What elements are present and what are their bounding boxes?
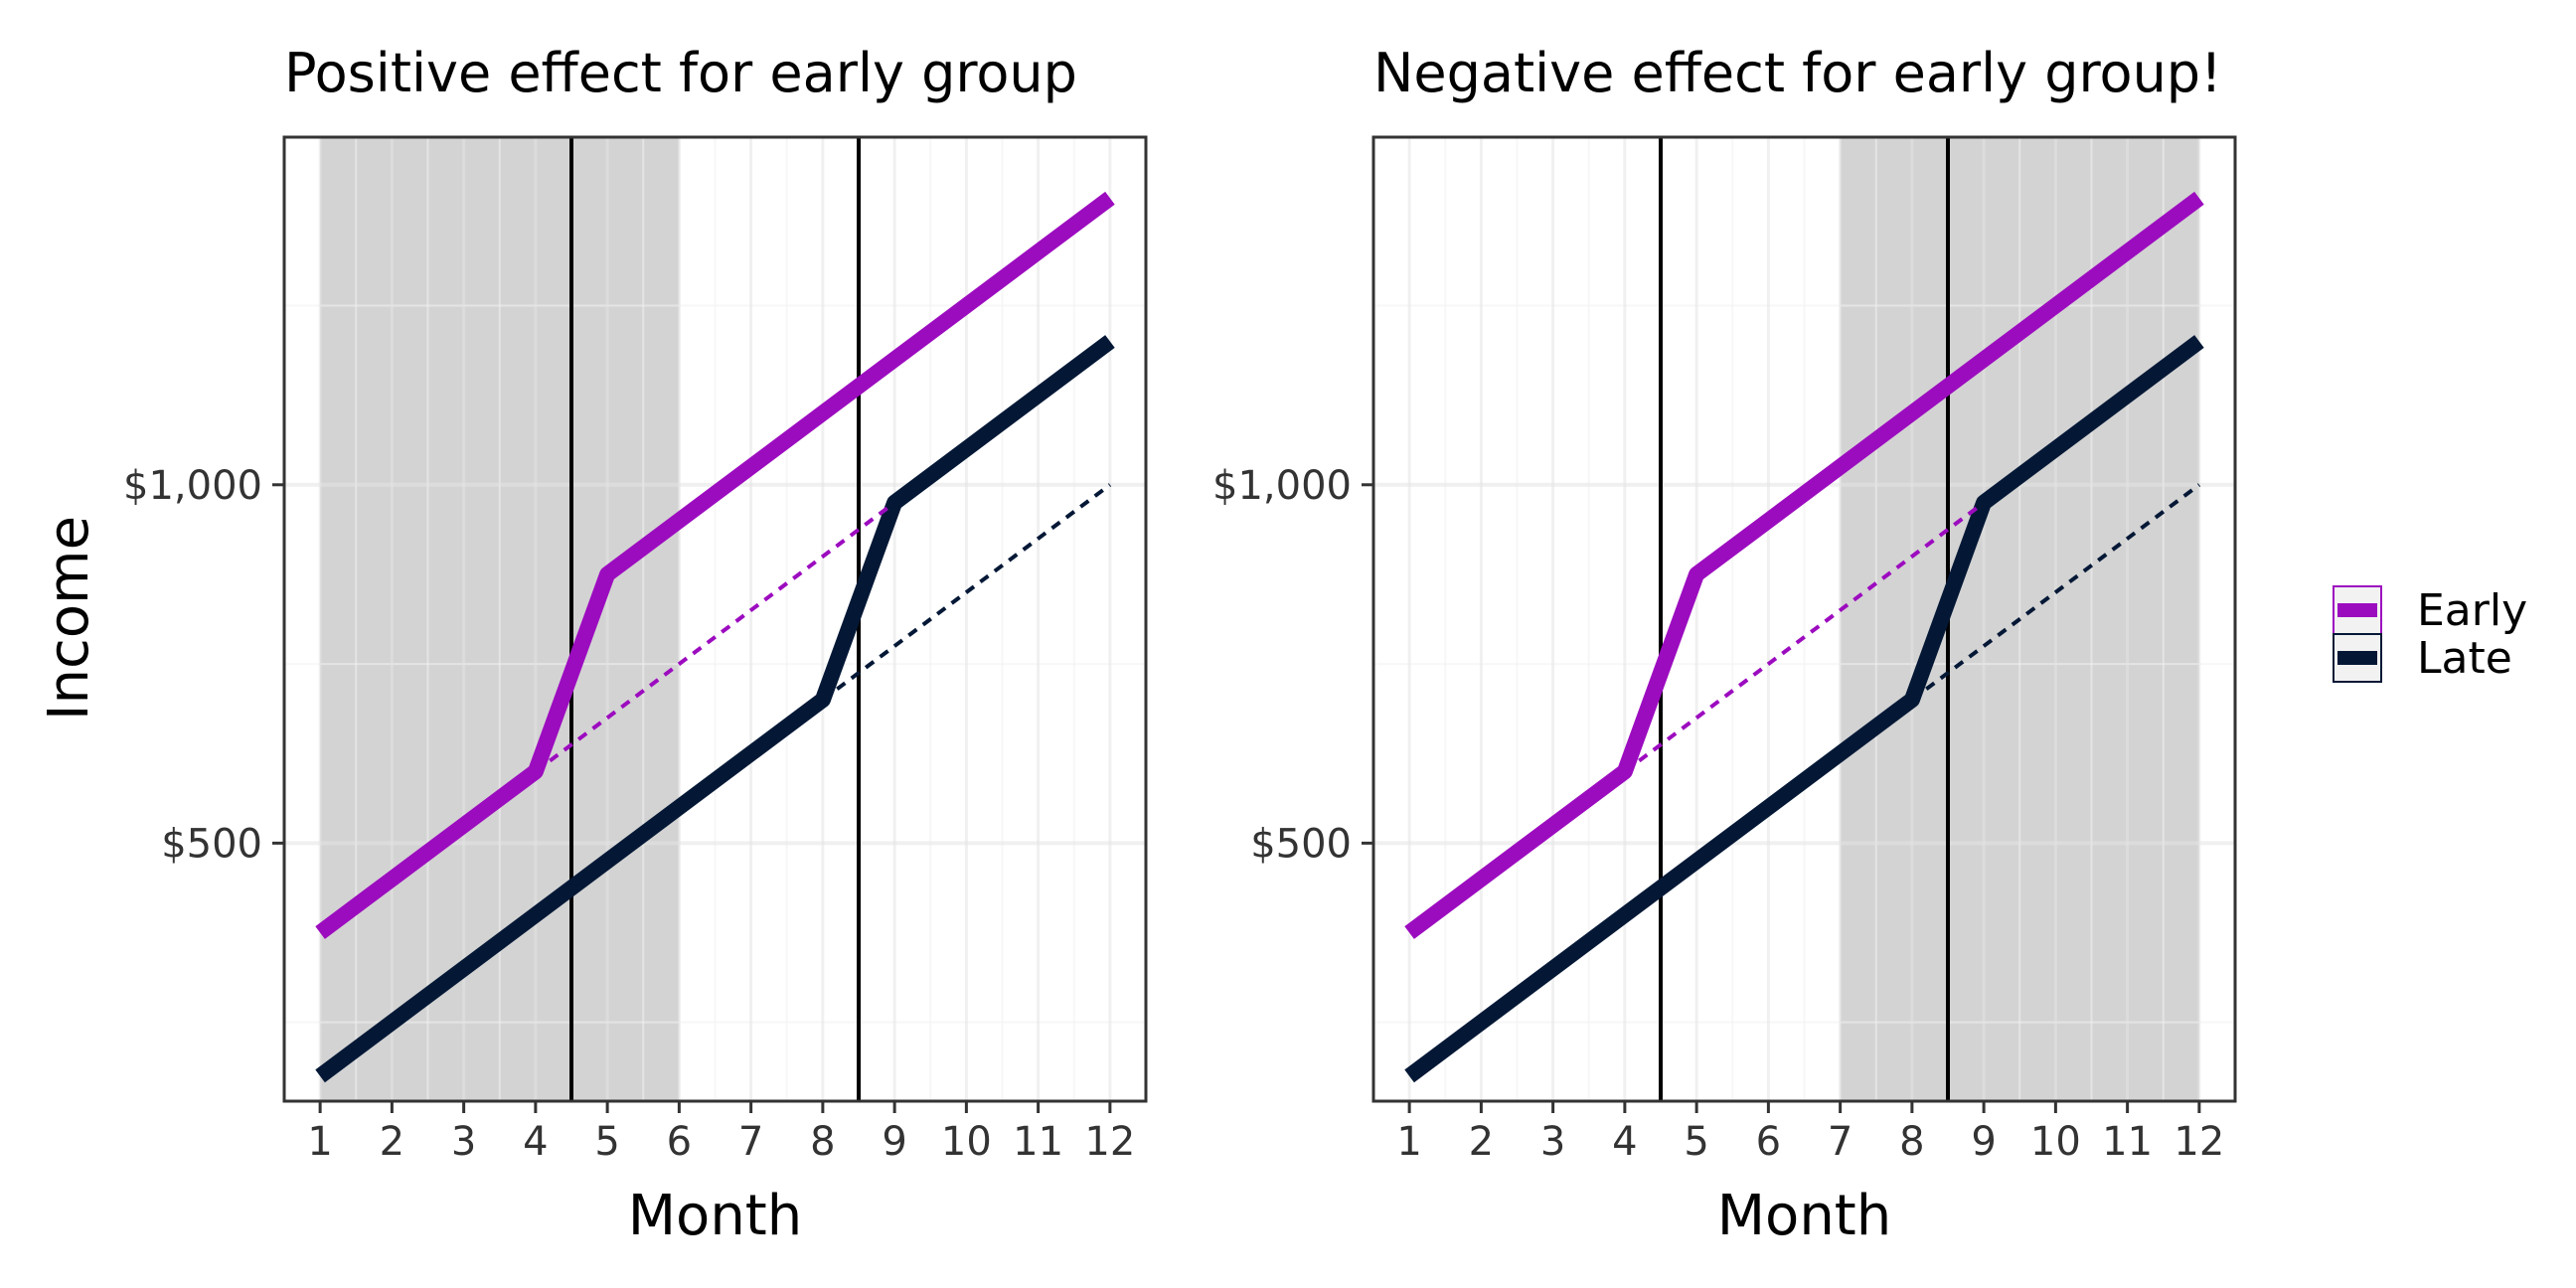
x-tick-label: 11: [2102, 1119, 2153, 1165]
panel-border: [282, 135, 1148, 1103]
x-tick-label: 1: [1396, 1119, 1421, 1165]
series-early-counterfactual: [1623, 506, 1979, 773]
x-tick-label: 6: [1756, 1119, 1781, 1165]
series-late-counterfactual: [1910, 483, 2201, 702]
x-tick-label: 10: [2030, 1119, 2081, 1165]
y-tick-label: $500: [161, 821, 262, 867]
x-tick-label: 7: [738, 1119, 763, 1165]
series-late-counterfactual: [821, 483, 1112, 702]
legend-label: Early: [2417, 585, 2527, 636]
x-tick-label: 1: [307, 1119, 332, 1165]
x-tick-label: 10: [941, 1119, 992, 1165]
panel-title: Positive effect for early group: [284, 42, 1077, 104]
x-tick-label: 9: [1971, 1119, 1996, 1165]
x-tick-label: 3: [1540, 1119, 1565, 1165]
x-tick-label: 8: [810, 1119, 835, 1165]
x-tick-label: 5: [594, 1119, 619, 1165]
x-tick-label: 9: [882, 1119, 906, 1165]
x-tick-label: 6: [667, 1119, 692, 1165]
series-late-line: [1404, 335, 2204, 1083]
series-early-line: [1404, 191, 2204, 939]
y-tick-label: $1,000: [123, 463, 262, 509]
x-tick-label: 4: [1612, 1119, 1637, 1165]
y-tick-label: $500: [1250, 821, 1352, 867]
panel-border: [1371, 135, 2237, 1103]
x-axis-label: Month: [628, 1184, 803, 1248]
y-axis-label: Income: [37, 516, 101, 721]
x-tick-label: 2: [1469, 1119, 1494, 1165]
x-tick-label: 7: [1828, 1119, 1852, 1165]
legend-item-early: Early: [2333, 585, 2527, 636]
y-tick-label: $1,000: [1212, 463, 1352, 509]
x-tick-label: 5: [1684, 1119, 1708, 1165]
x-tick-label: 8: [1899, 1119, 1924, 1165]
x-tick-label: 11: [1013, 1119, 1063, 1165]
x-tick-label: 3: [451, 1119, 476, 1165]
panel-title: Negative effect for early group!: [1373, 42, 2222, 104]
x-tick-label: 4: [523, 1119, 548, 1165]
series-early-counterfactual: [534, 506, 889, 773]
legend-item-late: Late: [2333, 633, 2512, 684]
x-tick-label: 12: [2174, 1119, 2224, 1165]
x-tick-label: 12: [1084, 1119, 1135, 1165]
x-tick-label: 2: [380, 1119, 404, 1165]
x-axis-label: Month: [1717, 1184, 1892, 1248]
series-early-line: [315, 191, 1115, 939]
legend-label: Late: [2417, 633, 2512, 684]
series-late-line: [315, 335, 1115, 1083]
